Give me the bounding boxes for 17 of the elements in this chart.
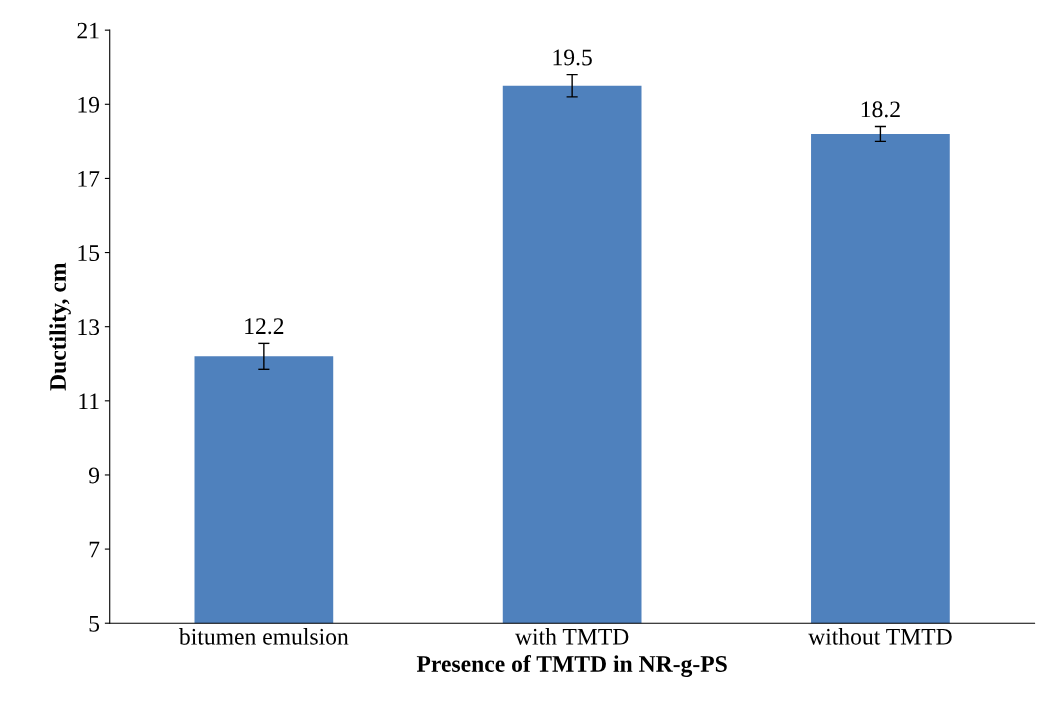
y-tick-label: 7 xyxy=(89,541,100,558)
y-axis-title: Ductility, cm xyxy=(49,262,71,391)
y-tick-label: 11 xyxy=(79,393,99,410)
y-tick-label: 17 xyxy=(78,171,100,187)
y-tick-label: 15 xyxy=(78,245,100,261)
y-tick-label: 13 xyxy=(78,319,100,336)
x-tick-label: without TMTD xyxy=(808,628,952,645)
x-tick-label: with TMTD xyxy=(514,628,629,645)
y-tick-label: 21 xyxy=(77,22,99,39)
y-tick-label: 9 xyxy=(88,467,100,484)
data-label: 19.5 xyxy=(553,49,592,66)
x-tick-label: bitumen emulsion xyxy=(178,628,349,645)
y-tick-label: 19 xyxy=(78,96,100,113)
data-label: 12.2 xyxy=(245,318,284,335)
data-label: 18.2 xyxy=(861,101,900,118)
y-tick-label: 5 xyxy=(89,615,100,632)
x-axis-title: Presence of TMTD in NR-g-PS xyxy=(416,655,727,677)
